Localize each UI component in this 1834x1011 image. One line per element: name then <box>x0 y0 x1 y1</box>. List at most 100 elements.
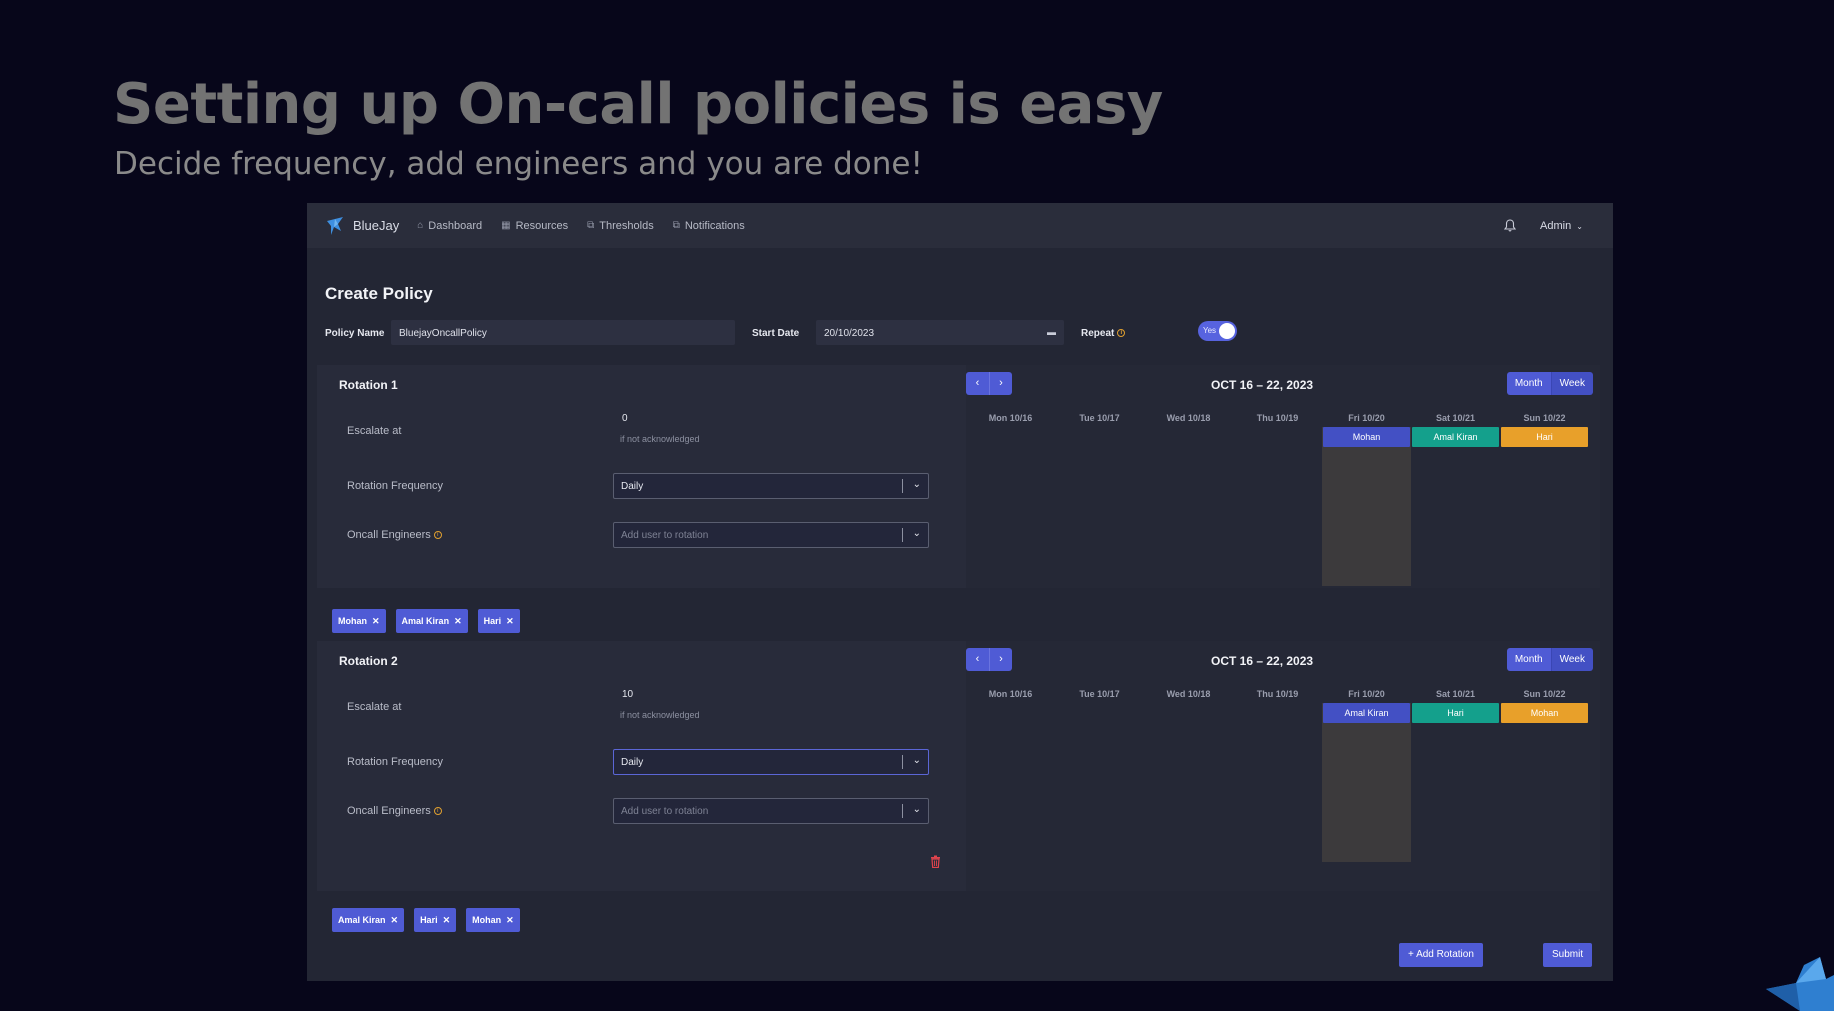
brand-name: BlueJay <box>353 218 400 233</box>
user-menu[interactable]: Admin ⌄ <box>1540 220 1583 232</box>
start-date-input[interactable]: 20/10/2023 ▬ <box>816 320 1064 345</box>
close-icon[interactable]: ✕ <box>390 915 399 925</box>
rotation-frequency-select[interactable]: Daily ⌄ <box>613 473 929 499</box>
close-icon[interactable]: ✕ <box>372 616 380 626</box>
close-icon[interactable]: ✕ <box>506 915 514 925</box>
info-icon: i <box>433 531 442 540</box>
chevron-down-icon: ⌄ <box>912 528 921 539</box>
calendar-event[interactable]: Hari <box>1501 427 1588 447</box>
repeat-toggle[interactable]: Yes <box>1198 321 1237 341</box>
bell-icon[interactable] <box>1504 219 1517 232</box>
next-week-button[interactable]: › <box>989 648 1012 671</box>
day-header: Wed 10/18 <box>1166 689 1211 699</box>
engineer-chip[interactable]: Hari ✕ <box>414 908 457 932</box>
policy-name-label: Policy Name <box>325 328 385 339</box>
add-rotation-button[interactable]: + Add Rotation <box>1399 943 1483 967</box>
user-name: Admin <box>1540 219 1572 232</box>
app-window: BlueJay ⌂ Dashboard ▦ Resources ⧉ Thresh… <box>307 203 1613 981</box>
start-date-label: Start Date <box>752 328 800 339</box>
calendar-nav: ‹ › <box>966 648 1012 671</box>
calendar-range: OCT 16 – 22, 2023 <box>1211 378 1314 392</box>
brand-logo[interactable]: BlueJay <box>325 216 399 236</box>
today-column <box>1322 703 1411 862</box>
oncall-engineers-select[interactable]: Add user to rotation ⌄ <box>613 522 929 548</box>
escalate-at-value[interactable]: 10 <box>622 689 634 700</box>
calendar-icon[interactable]: ▬ <box>1047 327 1056 337</box>
rotation-frequency-value: Daily <box>621 757 644 768</box>
bluejay-bird-icon <box>327 216 343 235</box>
rotation-frequency-value: Daily <box>621 481 644 492</box>
resources-icon: ▦ <box>501 220 511 231</box>
nav-notifications[interactable]: ⧉ Notifications <box>673 220 745 232</box>
close-icon[interactable]: ✕ <box>442 915 451 925</box>
engineer-chips-2: Amal Kiran ✕ Hari ✕ Mohan ✕ <box>332 908 520 932</box>
escalate-note: if not acknowledged <box>620 434 700 444</box>
top-navbar: BlueJay ⌂ Dashboard ▦ Resources ⧉ Thresh… <box>307 203 1613 248</box>
prev-week-button[interactable]: ‹ <box>966 372 989 395</box>
start-date-value: 20/10/2023 <box>824 328 875 339</box>
home-icon: ⌂ <box>417 220 424 231</box>
chip-label: Mohan <box>338 616 367 626</box>
escalate-at-label: Escalate at <box>347 425 402 437</box>
repeat-toggle-label: Yes <box>1203 326 1217 335</box>
rotation-calendar: ‹ › OCT 16 – 22, 2023 Month Week Mon 10/… <box>966 641 1600 891</box>
month-view-button[interactable]: Month <box>1506 648 1551 671</box>
calendar-event[interactable]: Amal Kiran <box>1323 703 1410 723</box>
close-icon[interactable]: ✕ <box>506 616 514 626</box>
add-user-placeholder: Add user to rotation <box>621 806 709 817</box>
engineer-chip[interactable]: Mohan ✕ <box>332 609 386 633</box>
engineer-chip[interactable]: Mohan ✕ <box>466 908 520 932</box>
rotation-calendar: ‹ › OCT 16 – 22, 2023 Month Week Mon 10/… <box>966 365 1600 588</box>
close-icon[interactable]: ✕ <box>454 616 462 626</box>
trash-icon[interactable] <box>930 855 941 868</box>
day-header: Mon 10/16 <box>988 689 1033 699</box>
calendar-event[interactable]: Amal Kiran <box>1412 427 1499 447</box>
nav-resources-label: Resources <box>515 219 569 232</box>
rotation-card-1: Rotation 1 Escalate at 0 if not acknowle… <box>317 365 1600 588</box>
chevron-down-icon: ⌄ <box>912 755 921 766</box>
chip-label: Mohan <box>472 915 502 925</box>
nav-resources[interactable]: ▦ Resources <box>501 220 568 232</box>
repeat-label: Repeat i <box>1081 328 1126 339</box>
rotation-frequency-select[interactable]: Daily ⌄ <box>613 749 929 775</box>
day-header: Wed 10/18 <box>1166 413 1211 423</box>
hero-subtitle: Decide frequency, add engineers and you … <box>114 146 923 182</box>
engineer-chip[interactable]: Amal Kiran ✕ <box>395 609 468 633</box>
day-header: Sat 10/21 <box>1435 689 1476 699</box>
select-separator <box>902 528 903 542</box>
oncall-engineers-label-text: Oncall Engineers <box>347 529 431 541</box>
rotation-card-2: Rotation 2 Escalate at 10 if not acknowl… <box>317 641 1600 891</box>
calendar-event[interactable]: Mohan <box>1323 427 1410 447</box>
prev-week-button[interactable]: ‹ <box>966 648 989 671</box>
calendar-nav: ‹ › <box>966 372 1012 395</box>
day-header: Sun 10/22 <box>1523 689 1566 699</box>
month-view-button[interactable]: Month <box>1506 372 1551 395</box>
nav-dashboard[interactable]: ⌂ Dashboard <box>417 220 482 232</box>
select-separator <box>902 479 903 493</box>
calendar-event[interactable]: Mohan <box>1501 703 1588 723</box>
view-toggle: Month Week <box>1506 648 1593 671</box>
oncall-engineers-label: Oncall Engineers i <box>347 529 442 541</box>
chevron-down-icon: ⌄ <box>912 804 921 815</box>
day-header: Fri 10/20 <box>1348 689 1385 699</box>
info-icon: i <box>433 807 442 816</box>
select-separator <box>902 804 903 818</box>
engineer-chip[interactable]: Amal Kiran ✕ <box>332 908 405 932</box>
nav-thresholds-label: Thresholds <box>599 219 654 232</box>
week-view-button[interactable]: Week <box>1550 372 1593 395</box>
day-header: Tue 10/17 <box>1079 413 1120 423</box>
rotation-title: Rotation 1 <box>339 378 398 392</box>
submit-button[interactable]: Submit <box>1543 943 1593 967</box>
rotation-frequency-label: Rotation Frequency <box>347 480 443 492</box>
engineer-chip[interactable]: Hari ✕ <box>477 609 520 633</box>
next-week-button[interactable]: › <box>989 372 1012 395</box>
week-view-button[interactable]: Week <box>1550 648 1593 671</box>
chevron-down-icon: ⌄ <box>912 479 921 490</box>
policy-name-input[interactable]: BluejayOncallPolicy <box>391 320 735 345</box>
oncall-engineers-select[interactable]: Add user to rotation ⌄ <box>613 798 929 824</box>
day-header: Sat 10/21 <box>1435 413 1476 423</box>
calendar-event[interactable]: Hari <box>1412 703 1499 723</box>
escalate-at-value[interactable]: 0 <box>622 413 628 424</box>
nav-thresholds[interactable]: ⧉ Thresholds <box>587 220 654 232</box>
escalate-at-label: Escalate at <box>347 701 402 713</box>
